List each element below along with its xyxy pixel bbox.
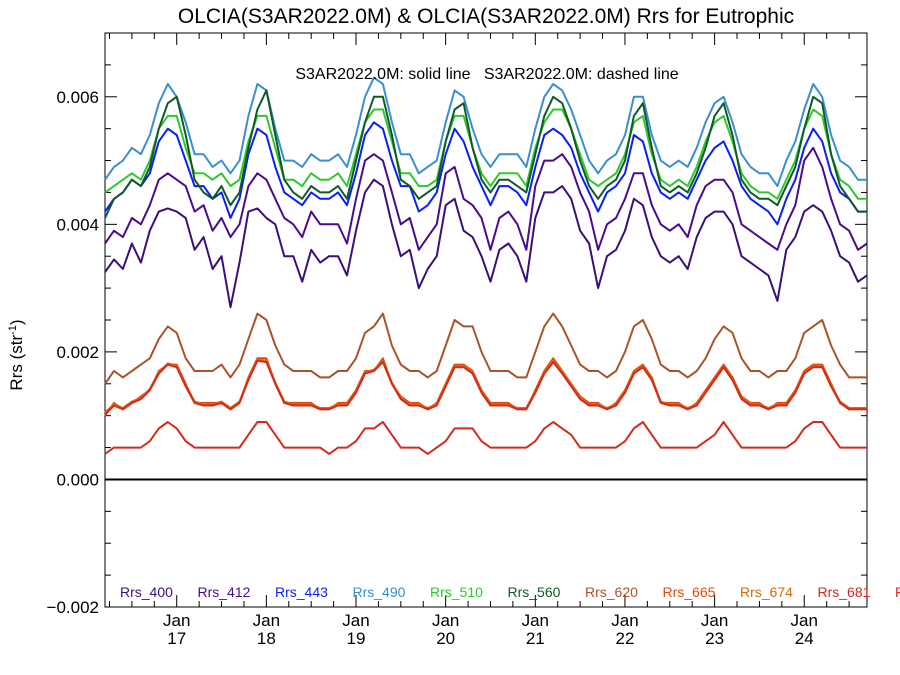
legend-entry: Rrs_412	[198, 584, 251, 600]
x-tick-day: 18	[257, 629, 276, 648]
y-tick-label: 0.006	[56, 88, 99, 107]
x-tick-day: 17	[167, 629, 186, 648]
x-tick-day: 19	[347, 629, 366, 648]
x-tick-month: Jan	[163, 611, 190, 630]
x-tick-month: Jan	[253, 611, 280, 630]
legend-entry: Rr	[895, 584, 900, 600]
legend-entry: Rrs_681	[818, 584, 871, 600]
series-line-rrs-560	[104, 89, 867, 219]
y-axis-label-close: )	[7, 319, 26, 325]
series-line-rr	[104, 421, 867, 455]
x-tick-day: 21	[526, 629, 545, 648]
x-tick-day: 23	[705, 629, 724, 648]
series-line-rrs-490	[104, 76, 867, 188]
x-tick-month: Jan	[701, 611, 728, 630]
x-tick-month: Jan	[432, 611, 459, 630]
legend-entry: Rrs_674	[740, 584, 793, 600]
y-axis-label-sup: -1	[7, 325, 19, 335]
x-tick-day: 20	[436, 629, 455, 648]
legend-entry: Rrs_620	[585, 584, 638, 600]
x-tick-day: 24	[795, 629, 814, 648]
legend-entry: Rrs_560	[508, 584, 561, 600]
y-tick-label: 0.000	[56, 470, 99, 489]
legend-entry: Rrs_400	[120, 584, 173, 600]
legend-entry: Rrs_510	[430, 584, 483, 600]
legend-entry: Rrs_443	[275, 584, 328, 600]
series-line-rrs-412	[104, 146, 868, 251]
legend-entry: Rrs_665	[663, 584, 716, 600]
y-tick-label: −0.002	[47, 598, 99, 617]
legend-entry: Rrs_490	[353, 584, 406, 600]
chart-title: OLCIA(S3AR2022.0M) & OLCIA(S3AR2022.0M) …	[178, 5, 794, 28]
y-axis-label: Rrs (str-1)	[7, 319, 26, 390]
x-tick-month: Jan	[342, 611, 369, 630]
plot-frame	[104, 32, 868, 608]
x-tick-month: Jan	[522, 611, 549, 630]
y-tick-label: 0.002	[56, 343, 99, 362]
x-tick-month: Jan	[611, 611, 638, 630]
series-line-rrs-620	[104, 312, 867, 385]
y-axis-label-main: Rrs (str	[7, 335, 26, 391]
series-line-rrs-443	[104, 121, 867, 226]
x-tick-month: Jan	[791, 611, 818, 630]
series-line-rrs-400	[104, 178, 868, 309]
y-tick-label: 0.004	[56, 215, 99, 234]
series-line-rrs-681	[104, 359, 867, 416]
chart-subtitle: S3AR2022.0M: solid line S3AR2022.0M: das…	[295, 66, 678, 83]
plot-area: −0.0020.0000.0020.0040.006Jan17Jan18Jan1…	[47, 32, 900, 648]
x-tick-day: 22	[615, 629, 634, 648]
